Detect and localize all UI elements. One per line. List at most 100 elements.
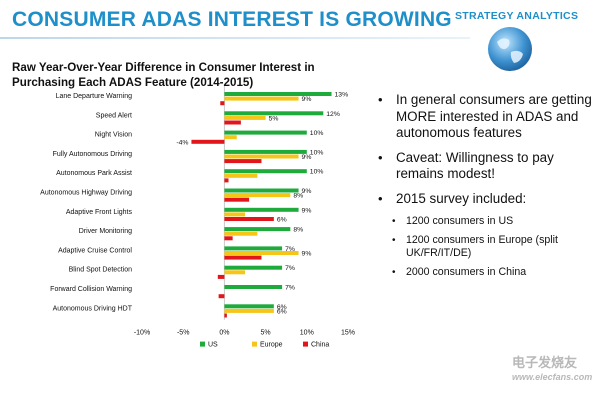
bar-us — [224, 227, 291, 232]
data-label: 10% — [310, 149, 324, 156]
category-label: Autonomous Park Assist — [56, 170, 132, 177]
bar-europe — [224, 135, 237, 140]
x-tick-label: -10% — [134, 330, 150, 337]
sub-bullet-text: 1200 consumers in US — [406, 215, 514, 227]
bullet-text: In general consumers are getting MORE in… — [396, 92, 592, 140]
category-label: Speed Alert — [96, 112, 132, 119]
bar-us — [224, 285, 283, 289]
bar-europe — [224, 96, 299, 101]
bar-europe — [224, 154, 299, 159]
bar-china — [224, 236, 233, 241]
data-label: 7% — [285, 265, 295, 272]
bar-europe — [224, 251, 299, 255]
data-label: 7% — [285, 246, 295, 253]
bar-us — [224, 207, 299, 212]
data-label: 6% — [277, 217, 287, 224]
title-divider — [0, 37, 470, 39]
category-label: Autonomous Driving HDT — [53, 305, 133, 312]
x-tick-label: -5% — [177, 330, 189, 337]
sub-bullet-dot-icon: • — [392, 216, 396, 227]
legend-swatch-europe — [252, 341, 257, 347]
sub-bullet-text: 2000 consumers in China — [406, 265, 527, 278]
bar-china — [191, 139, 225, 144]
bar-europe — [224, 115, 266, 120]
bar-europe — [224, 231, 258, 236]
data-label: 8% — [293, 193, 303, 200]
bar-china — [224, 313, 227, 318]
bar-us — [224, 130, 307, 135]
data-label: 7% — [285, 285, 295, 292]
watermark-text: 电子发烧友 — [512, 355, 578, 370]
legend-swatch-us — [200, 341, 205, 347]
bar-us — [224, 246, 283, 251]
x-tick-label: 5% — [261, 330, 271, 337]
data-label: -4% — [176, 139, 188, 146]
category-label: Forward Collision Warning — [50, 286, 132, 293]
bar-china — [218, 294, 225, 299]
data-label: 10% — [310, 169, 324, 176]
bar-chart: Lane Departure Warning Speed Alert Night V… — [40, 86, 355, 349]
bullet-text: 2015 survey included: — [396, 190, 527, 206]
data-label: 6% — [277, 308, 287, 315]
data-label: 9% — [302, 96, 312, 103]
watermark-url: www.elecfans.com — [512, 372, 593, 382]
bullet-dot-icon: • — [378, 92, 383, 107]
bar-china — [224, 159, 262, 164]
data-label: 13% — [335, 92, 349, 99]
bar-europe — [224, 173, 258, 178]
bullet-text: Caveat: Willingness to pay remains modes… — [396, 149, 554, 182]
x-tick-label: 15% — [341, 330, 355, 337]
legend-label: Europe — [260, 342, 283, 349]
x-tick-label: 0% — [219, 330, 229, 337]
category-label: Blind Spot Detection — [69, 267, 133, 274]
category-label: Adaptive Front Lights — [66, 209, 133, 216]
bullet-item: • In general consumers are getting MORE i… — [378, 92, 593, 142]
bar-china — [224, 217, 274, 221]
sub-bullet-item: • 2000 consumers in China — [378, 266, 593, 280]
bar-china — [224, 255, 262, 260]
bar-us — [224, 149, 307, 154]
bullet-item: • Caveat: Willingness to pay remains mode… — [378, 150, 593, 183]
category-label: Lane Departure Warning — [56, 93, 133, 100]
bar-europe — [224, 193, 291, 198]
page-title: CONSUMER ADAS INTEREST IS GROWING — [12, 8, 452, 31]
bar-europe — [224, 212, 245, 217]
data-label: 10% — [310, 130, 324, 137]
bullet-list: • In general consumers are getting MORE i… — [378, 92, 593, 284]
legend-swatch-china — [303, 341, 308, 347]
bullet-dot-icon: • — [378, 149, 383, 165]
bullet-dot-icon: • — [378, 190, 383, 206]
data-label: 9% — [302, 207, 312, 214]
bar-us — [224, 188, 299, 193]
data-label: 9% — [302, 188, 312, 195]
bar-china — [224, 120, 241, 125]
category-label: Autonomous Highway Driving — [40, 190, 132, 197]
bar-china — [220, 101, 225, 106]
sub-bullet-dot-icon: • — [392, 266, 396, 278]
bullet-item: • 2015 survey included: — [378, 191, 593, 208]
category-label: Driver Monitoring — [79, 228, 132, 235]
sub-bullet-text: 1200 consumers in Europe (split UK/FR/IT… — [406, 233, 558, 260]
bar-china — [217, 274, 225, 279]
bar-europe — [224, 308, 274, 313]
category-label: Fully Autonomous Driving — [53, 151, 132, 158]
category-label: Night Vision — [95, 132, 132, 139]
x-tick-label: 10% — [300, 330, 314, 337]
data-label: 6% — [277, 304, 287, 311]
sub-bullet-item: • 1200 consumers in US — [378, 215, 593, 229]
category-label: Adaptive Cruise Control — [58, 247, 132, 254]
chart-title: Raw Year-Over-Year Difference in Consume… — [12, 61, 315, 89]
data-label: 9% — [302, 154, 312, 161]
sub-bullet-dot-icon: • — [392, 234, 396, 246]
legend-label: China — [311, 342, 329, 349]
data-label: 9% — [302, 251, 312, 258]
sub-bullet-item: • 1200 consumers in Europe (split UK/FR/I… — [378, 234, 593, 261]
bar-us — [224, 92, 332, 96]
data-label: 12% — [326, 111, 340, 118]
bar-china — [224, 197, 250, 202]
bar-us — [224, 169, 307, 174]
globe-icon — [488, 27, 532, 71]
bar-us — [224, 111, 324, 116]
bar-europe — [224, 270, 245, 275]
bar-us — [224, 265, 283, 270]
